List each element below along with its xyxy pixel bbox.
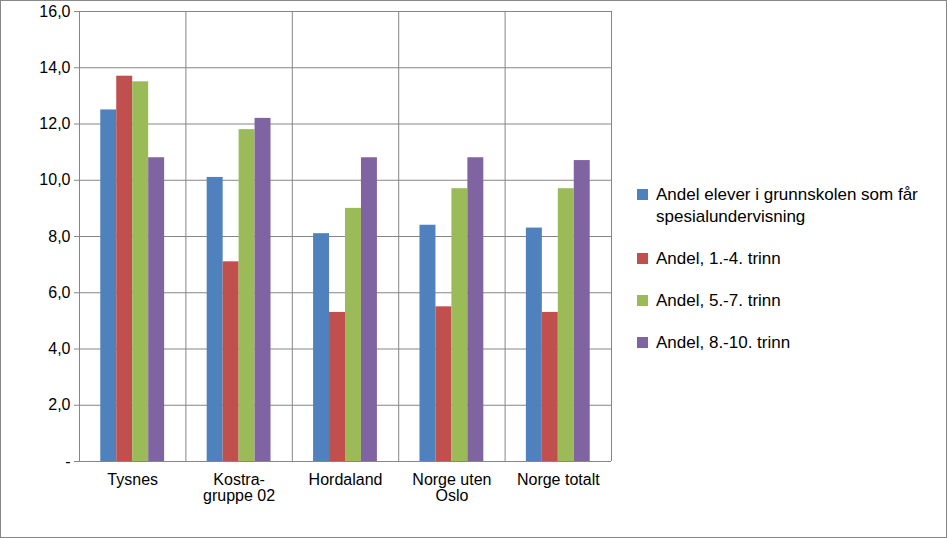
svg-text:Norge totalt: Norge totalt: [517, 471, 600, 488]
html-text:Andel elever i grunnskolen som: Andel elever i grunnskolen som får spesi…: [656, 185, 918, 226]
svg-text:Norge utenOslo: Norge utenOslo: [412, 471, 491, 504]
svg-text:16,0: 16,0: [39, 3, 70, 20]
svg-text:-: -: [65, 453, 70, 470]
html-text:Andel, 1.-4. trinn: Andel, 1.-4. trinn: [656, 249, 781, 268]
svg-text:10,0: 10,0: [39, 171, 70, 188]
svg-text:8,0: 8,0: [48, 228, 70, 245]
svg-text:12,0: 12,0: [39, 115, 70, 132]
svg-text:Hordaland: Hordaland: [309, 471, 383, 488]
svg-text:Kostra-gruppe 02: Kostra-gruppe 02: [203, 471, 275, 504]
svg-text:4,0: 4,0: [48, 340, 70, 357]
svg-text:Tysnes: Tysnes: [107, 471, 158, 488]
html-text:Andel, 8.-10. trinn: Andel, 8.-10. trinn: [656, 333, 791, 352]
svg-text:2,0: 2,0: [48, 396, 70, 413]
svg-text:14,0: 14,0: [39, 59, 70, 76]
html-text:Andel, 5.-7. trinn: Andel, 5.-7. trinn: [656, 291, 781, 310]
svg-text:6,0: 6,0: [48, 284, 70, 301]
